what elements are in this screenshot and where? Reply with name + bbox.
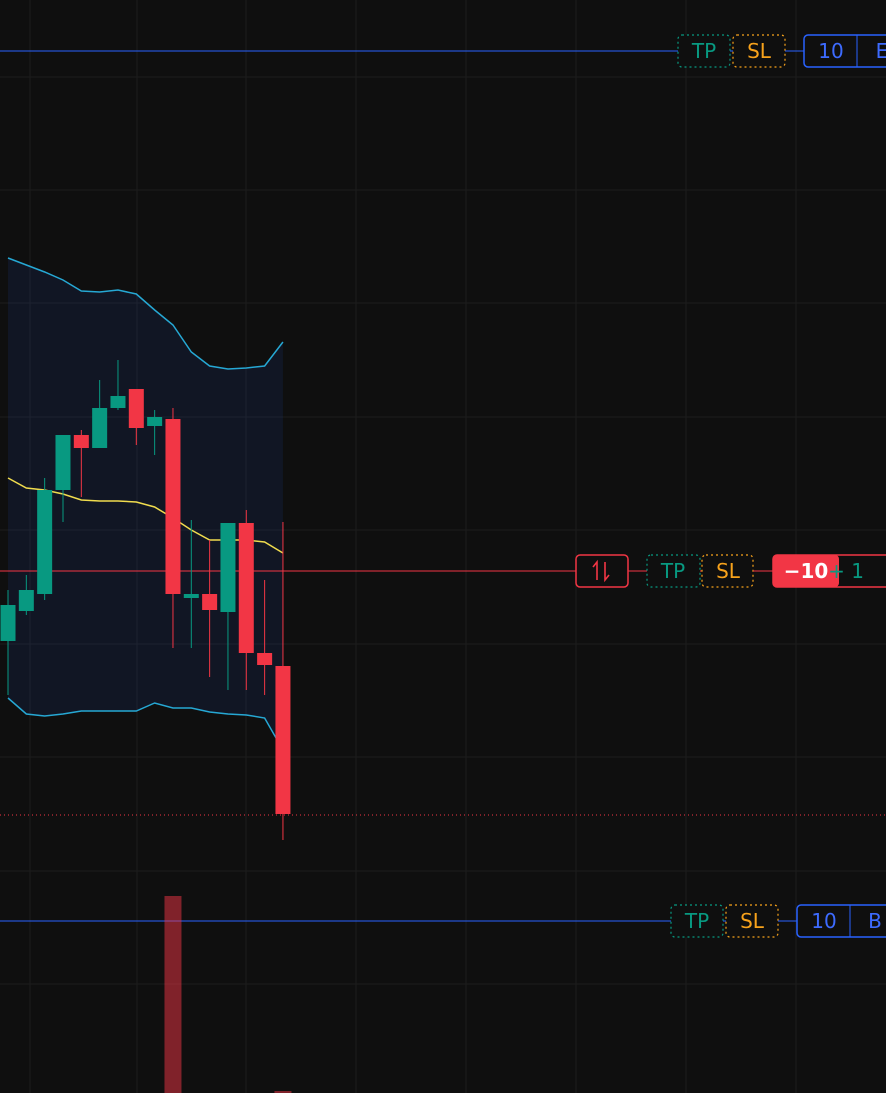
tp-button: [646, 554, 701, 588]
tp-label: TP: [660, 559, 685, 583]
band-upper: [7, 257, 284, 370]
tp-label: TP: [691, 39, 716, 63]
candle-body: [220, 523, 236, 612]
sl-label: SL: [740, 909, 765, 933]
position-pnl: + 1: [828, 559, 864, 583]
tp-label: TP: [684, 909, 709, 933]
position-qty: −10: [784, 559, 829, 583]
band-middle: [7, 477, 284, 554]
band-lower: [7, 697, 284, 751]
candle-body: [55, 435, 71, 490]
sl-button: [732, 34, 786, 68]
candle-body: [18, 590, 34, 611]
candle-body: [257, 653, 273, 665]
reverse-icon: [592, 559, 610, 583]
position-qty-bg: [773, 555, 839, 587]
candle-body: [110, 396, 126, 408]
order-qty: 10: [811, 909, 836, 933]
candle-body: [73, 435, 89, 448]
tp-button: [677, 34, 731, 68]
order-qty-box: [796, 904, 886, 938]
volume-bar: [164, 896, 182, 1093]
candle-body: [275, 666, 291, 814]
candle-body: [0, 605, 16, 641]
order-qty: 10: [818, 39, 843, 63]
candle-body: [147, 417, 163, 426]
candle-body: [202, 594, 218, 610]
sl-button: [725, 904, 779, 938]
order-side: E: [876, 39, 886, 63]
order-qty-box: [803, 34, 886, 68]
candle-body: [128, 389, 144, 428]
order-side: B: [868, 909, 882, 933]
candle-body: [37, 490, 53, 594]
candle-body: [238, 523, 254, 653]
candle-body: [92, 408, 108, 448]
volume-bar: [274, 1091, 292, 1093]
candle-body: [165, 419, 181, 594]
sl-label: SL: [716, 559, 741, 583]
tp-button: [670, 904, 724, 938]
candle-body: [183, 594, 199, 598]
reverse-button: [575, 554, 629, 588]
icon-arrow: [592, 559, 610, 583]
sl-label: SL: [747, 39, 772, 63]
